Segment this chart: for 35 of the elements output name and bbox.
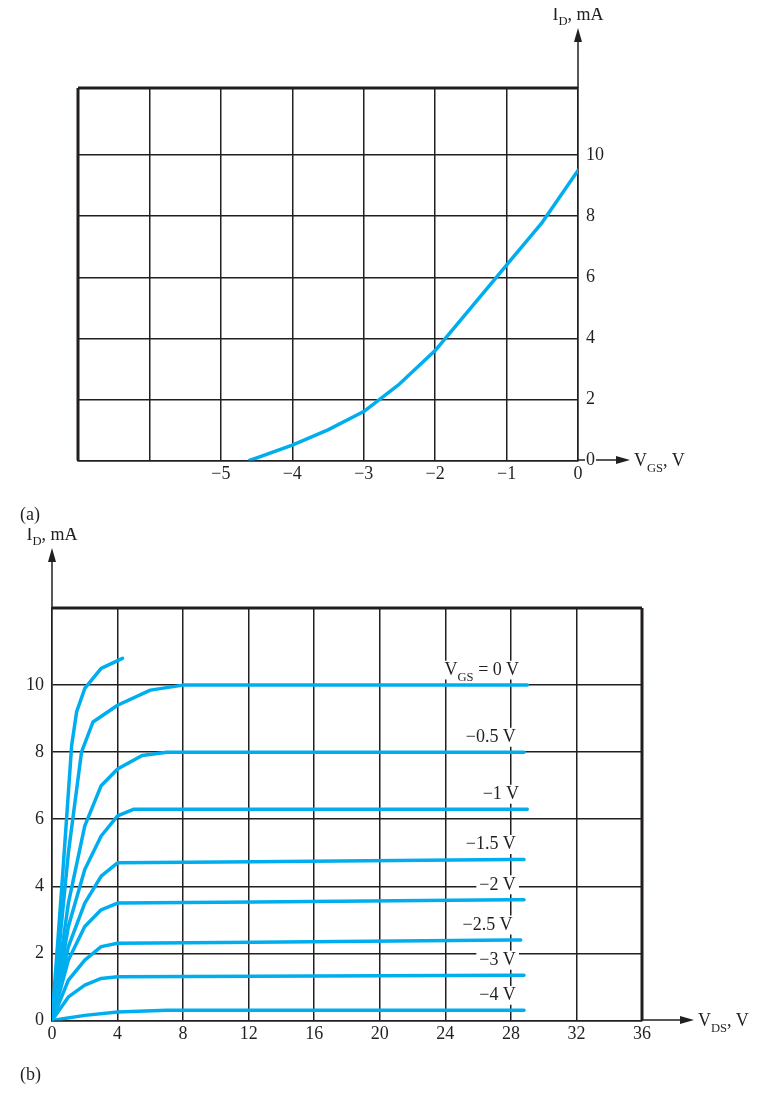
series-label: −3 V — [479, 949, 516, 970]
x-tick-label: 36 — [633, 1022, 651, 1043]
x-tick-label: 28 — [501, 1022, 520, 1043]
y-tick-label: 10 — [586, 143, 604, 164]
series-label: −0.5 V — [465, 726, 516, 747]
x-tick-label: −5 — [211, 462, 231, 483]
x-tick-label: 8 — [178, 1022, 188, 1043]
series-label: −4 V — [479, 984, 516, 1005]
y-tick-label: 4 — [586, 327, 595, 348]
y-tick-label: 10 — [26, 673, 44, 694]
x-tick-label: −3 — [354, 462, 374, 483]
text: (b) — [20, 1064, 41, 1085]
y-tick-label: 8 — [35, 740, 44, 761]
y-tick-label: 6 — [35, 807, 44, 828]
y-tick-label: 0 — [35, 1009, 44, 1030]
x-tick-label: −1 — [496, 462, 517, 483]
y-tick-label: 2 — [586, 388, 595, 409]
series-label: −1 V — [482, 783, 519, 804]
x-tick-label: −2 — [425, 462, 445, 483]
y-tick-label: 0 — [586, 449, 595, 470]
series-label: −2.5 V — [462, 913, 513, 934]
series-label: −2 V — [479, 873, 516, 894]
y-tick-label: 2 — [35, 942, 44, 963]
x-tick-label: −4 — [282, 462, 302, 483]
y-tick-label: 4 — [35, 875, 44, 896]
x-tick-label: 4 — [113, 1022, 123, 1043]
x-tick-label: 12 — [239, 1022, 258, 1043]
y-tick-label: 6 — [586, 265, 595, 286]
series-label: −1.5 V — [465, 833, 516, 854]
x-tick-label: 16 — [305, 1022, 324, 1043]
y-tick-label: 8 — [586, 204, 595, 225]
x-tick-label: 20 — [370, 1022, 389, 1043]
x-tick-label: 24 — [436, 1022, 455, 1043]
text: (a) — [20, 504, 40, 525]
x-tick-label: 32 — [567, 1022, 586, 1043]
